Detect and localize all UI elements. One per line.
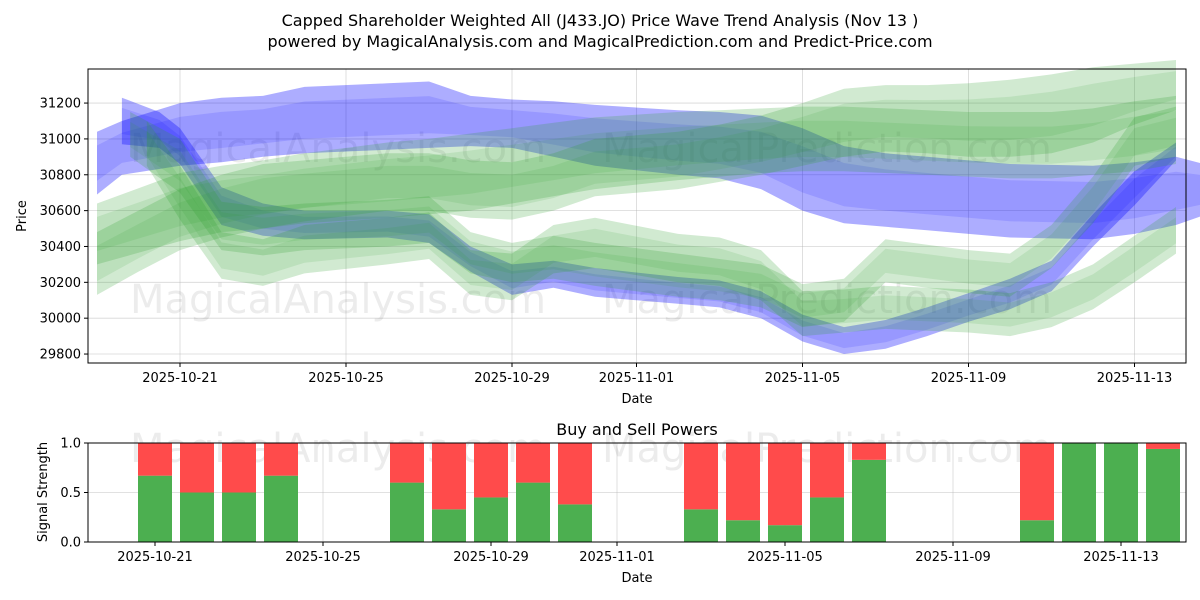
watermark: MagicalPrediction.com [602, 126, 1052, 172]
green-wave-4-core [146, 130, 1176, 327]
green-wave-3-core [130, 117, 1177, 318]
x-tick-label: 2025-11-05 [765, 371, 841, 386]
y-tick-label: 30000 [40, 312, 81, 327]
price-y-ticks: 29800 30000 30200 30400 30600 30800 31000 31200 [40, 97, 88, 363]
sell-bar [474, 443, 508, 498]
watermark: MagicalAnalysis.com [130, 277, 546, 323]
buy-bar [852, 459, 886, 542]
signal-plot-title: Buy and Sell Powers [556, 420, 718, 439]
green-wave-3-band [130, 106, 1177, 328]
sell-bar [1020, 443, 1054, 521]
buy-bar [138, 475, 172, 542]
wave-bands [97, 60, 1200, 354]
buy-bar [432, 509, 466, 542]
sell-bar [558, 443, 592, 505]
signal-x-axis-label: Date [621, 571, 652, 586]
y-tick-label: 30200 [40, 276, 81, 291]
buy-bar [390, 482, 424, 542]
x-tick-label: 2025-10-25 [285, 550, 361, 565]
x-tick-label: 2025-10-25 [308, 371, 384, 386]
sell-bar [516, 443, 550, 483]
blue-wave-upper-band [97, 81, 1200, 240]
price-plot-background [88, 69, 1186, 363]
y-tick-label: 31000 [40, 132, 81, 147]
green-wave-2-band [97, 60, 1176, 295]
buy-bar [726, 520, 760, 542]
price-x-axis-label: Date [621, 392, 652, 407]
y-tick-label: 31200 [40, 97, 81, 112]
buy-bar [1146, 448, 1180, 542]
watermark: MagicalAnalysis.com [130, 126, 546, 172]
blue-wave-lower-band [121, 97, 1176, 354]
buy-bar [264, 475, 298, 542]
signal-plot: Buy and Sell Powers MagicalAnalysis.com … [36, 420, 1187, 586]
x-tick-label: 2025-11-01 [579, 550, 655, 565]
x-tick-label: 2025-11-01 [599, 371, 675, 386]
sell-bar [852, 443, 886, 460]
x-tick-label: 2025-11-05 [747, 550, 823, 565]
x-tick-label: 2025-10-21 [142, 371, 218, 386]
sell-bar [390, 443, 424, 483]
buy-bar [558, 504, 592, 542]
y-tick-label: 1.0 [60, 437, 81, 452]
buy-bar [1104, 443, 1138, 542]
y-tick-label: 0.5 [60, 486, 81, 501]
signal-x-ticks: 2025-10-21 2025-10-25 2025-10-29 2025-11-01… [117, 542, 1159, 565]
sell-bar [684, 443, 718, 510]
green-wave-1-core [97, 110, 1176, 252]
sell-bar [180, 443, 214, 493]
buy-bar [474, 497, 508, 542]
buy-bar [810, 497, 844, 542]
x-tick-label: 2025-11-09 [915, 550, 991, 565]
price-x-ticks: 2025-10-21 2025-10-25 2025-10-29 2025-11-01… [142, 363, 1172, 386]
y-tick-label: 29800 [40, 348, 81, 363]
x-tick-label: 2025-10-29 [453, 550, 529, 565]
price-watermarks: MagicalAnalysis.com MagicalPrediction.co… [130, 126, 1052, 323]
signal-bars [138, 443, 1180, 542]
buy-bar [1062, 443, 1096, 542]
sell-bar [726, 443, 760, 521]
sell-bar [1146, 443, 1180, 449]
x-tick-label: 2025-11-09 [931, 371, 1007, 386]
sell-bar [810, 443, 844, 498]
x-tick-label: 2025-11-13 [1097, 371, 1173, 386]
watermark: MagicalPrediction.com [602, 277, 1052, 323]
buy-bar [768, 525, 802, 542]
price-plot: MagicalAnalysis.com MagicalPrediction.co… [15, 60, 1200, 407]
green-wave-1-band [97, 95, 1176, 265]
price-grid [88, 69, 1186, 363]
y-tick-label: 0.0 [60, 536, 81, 551]
buy-bar [1020, 520, 1054, 542]
blue-wave-upper-core [97, 96, 1200, 224]
green-wave-2-core [97, 71, 1176, 282]
buy-bar [516, 482, 550, 542]
green-wave-4-band [146, 121, 1176, 337]
sell-bar [264, 443, 298, 476]
chart-title: Capped Shareholder Weighted All (J433.JO… [282, 11, 919, 30]
buy-bar [684, 509, 718, 542]
sell-bar [768, 443, 802, 526]
price-y-axis-label: Price [15, 200, 30, 232]
sell-bar [432, 443, 466, 510]
buy-bar [222, 492, 256, 542]
signal-y-ticks: 0.0 0.5 1.0 [60, 437, 88, 551]
signal-y-axis-label: Signal Strength [36, 442, 51, 542]
x-tick-label: 2025-10-21 [117, 550, 193, 565]
blue-wave-lower-core [121, 107, 1176, 349]
chart-subtitle: powered by MagicalAnalysis.com and Magic… [267, 32, 932, 51]
y-tick-label: 30400 [40, 240, 81, 255]
x-tick-label: 2025-11-13 [1083, 550, 1159, 565]
y-tick-label: 30800 [40, 168, 81, 183]
y-tick-label: 30600 [40, 204, 81, 219]
x-tick-label: 2025-10-29 [474, 371, 550, 386]
buy-bar [180, 492, 214, 542]
sell-bar [138, 443, 172, 476]
sell-bar [222, 443, 256, 493]
